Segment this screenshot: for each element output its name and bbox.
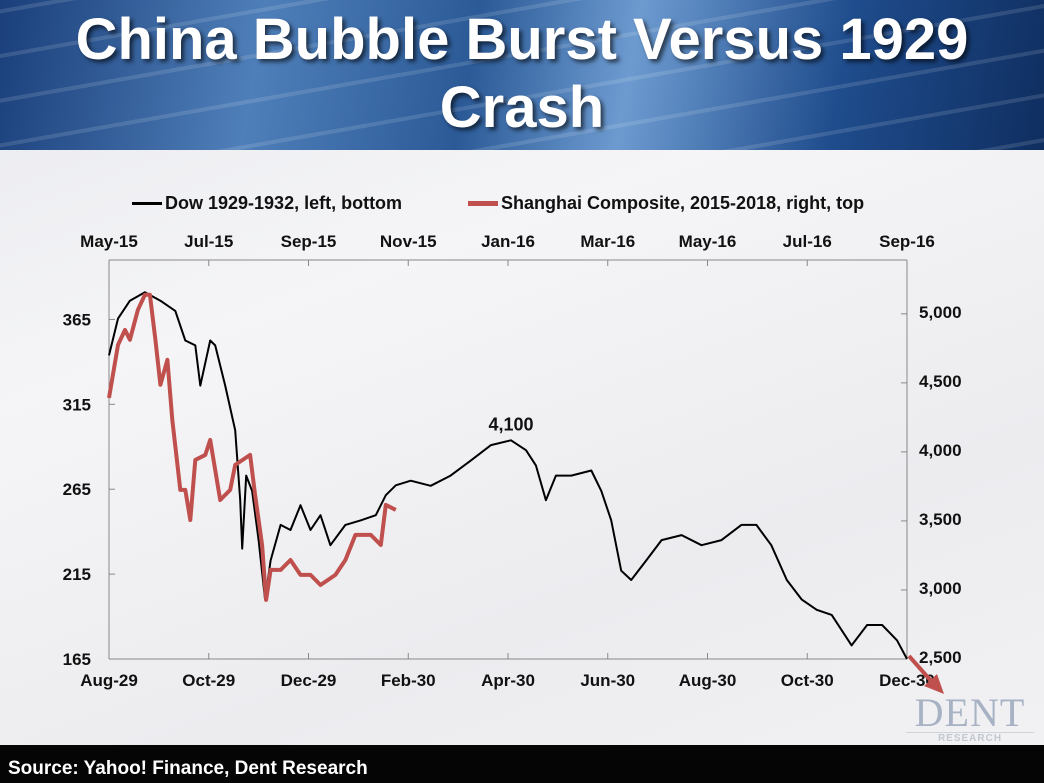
dow-series-line: [108, 291, 908, 660]
y-left-tick-label: 365: [63, 310, 91, 329]
x-bottom-tick-label: Dec-30: [879, 671, 935, 690]
y-right-tick-label: 4,000: [919, 441, 962, 460]
projection-arrow-shaft: [907, 654, 934, 684]
y-left-tick-label: 315: [63, 395, 91, 414]
legend-swatch-dow: [132, 202, 162, 205]
y-right-tick-label: 3,500: [919, 510, 962, 529]
x-bottom-tick-label: Apr-30: [481, 671, 535, 690]
peak-annotation: 4,100: [488, 414, 533, 434]
x-top-tick-label: Jul-16: [783, 232, 832, 251]
x-top-tick-label: Mar-16: [580, 232, 635, 251]
legend-item-dow: Dow 1929-1932, left, bottom: [132, 193, 402, 214]
x-top-tick-label: Nov-15: [380, 232, 437, 251]
x-top-tick-label: Sep-15: [281, 232, 337, 251]
y-left-tick-label: 215: [63, 565, 91, 584]
legend-swatch-shanghai: [468, 201, 498, 206]
x-top-tick-label: Jan-16: [481, 232, 535, 251]
x-bottom-tick-label: Oct-29: [182, 671, 235, 690]
page-title: China Bubble Burst Versus 1929 Crash: [75, 7, 969, 140]
shanghai-series-line: [107, 292, 397, 602]
legend-label-dow: Dow 1929-1932, left, bottom: [165, 193, 403, 213]
legend-item-shanghai: Shanghai Composite, 2015-2018, right, to…: [468, 193, 864, 214]
x-bottom-tick-label: Aug-29: [80, 671, 138, 690]
logo-name: DENT: [914, 690, 1026, 735]
x-bottom-tick-label: Oct-30: [781, 671, 834, 690]
source-note: Source: Yahoo! Finance, Dent Research: [8, 758, 368, 779]
legend-label-shanghai: Shanghai Composite, 2015-2018, right, to…: [501, 193, 865, 213]
y-left-tick-label: 165: [63, 650, 91, 669]
title-banner: China Bubble Burst Versus 1929 Crash: [0, 0, 1044, 150]
x-bottom-tick-label: Dec-29: [281, 671, 337, 690]
y-right-tick-label: 5,000: [919, 303, 962, 322]
x-top-tick-label: Jul-15: [184, 232, 233, 251]
dent-research-logo: DENT RESEARCH: [902, 693, 1038, 744]
x-bottom-tick-label: Aug-30: [679, 671, 737, 690]
projection-arrow-head-icon: [924, 674, 944, 694]
footer-bar: Source: Yahoo! Finance, Dent Research: [0, 745, 1044, 783]
x-bottom-tick-label: Jun-30: [580, 671, 635, 690]
x-bottom-tick-label: Feb-30: [381, 671, 436, 690]
logo-sub: RESEARCH: [906, 732, 1034, 744]
y-right-tick-label: 4,500: [919, 372, 962, 391]
y-right-tick-label: 2,500: [919, 648, 962, 667]
y-left-tick-label: 265: [63, 480, 91, 499]
x-top-tick-label: Sep-16: [879, 232, 935, 251]
x-top-tick-label: May-15: [80, 232, 138, 251]
y-right-tick-label: 3,000: [919, 579, 962, 598]
x-top-tick-label: May-16: [679, 232, 737, 251]
